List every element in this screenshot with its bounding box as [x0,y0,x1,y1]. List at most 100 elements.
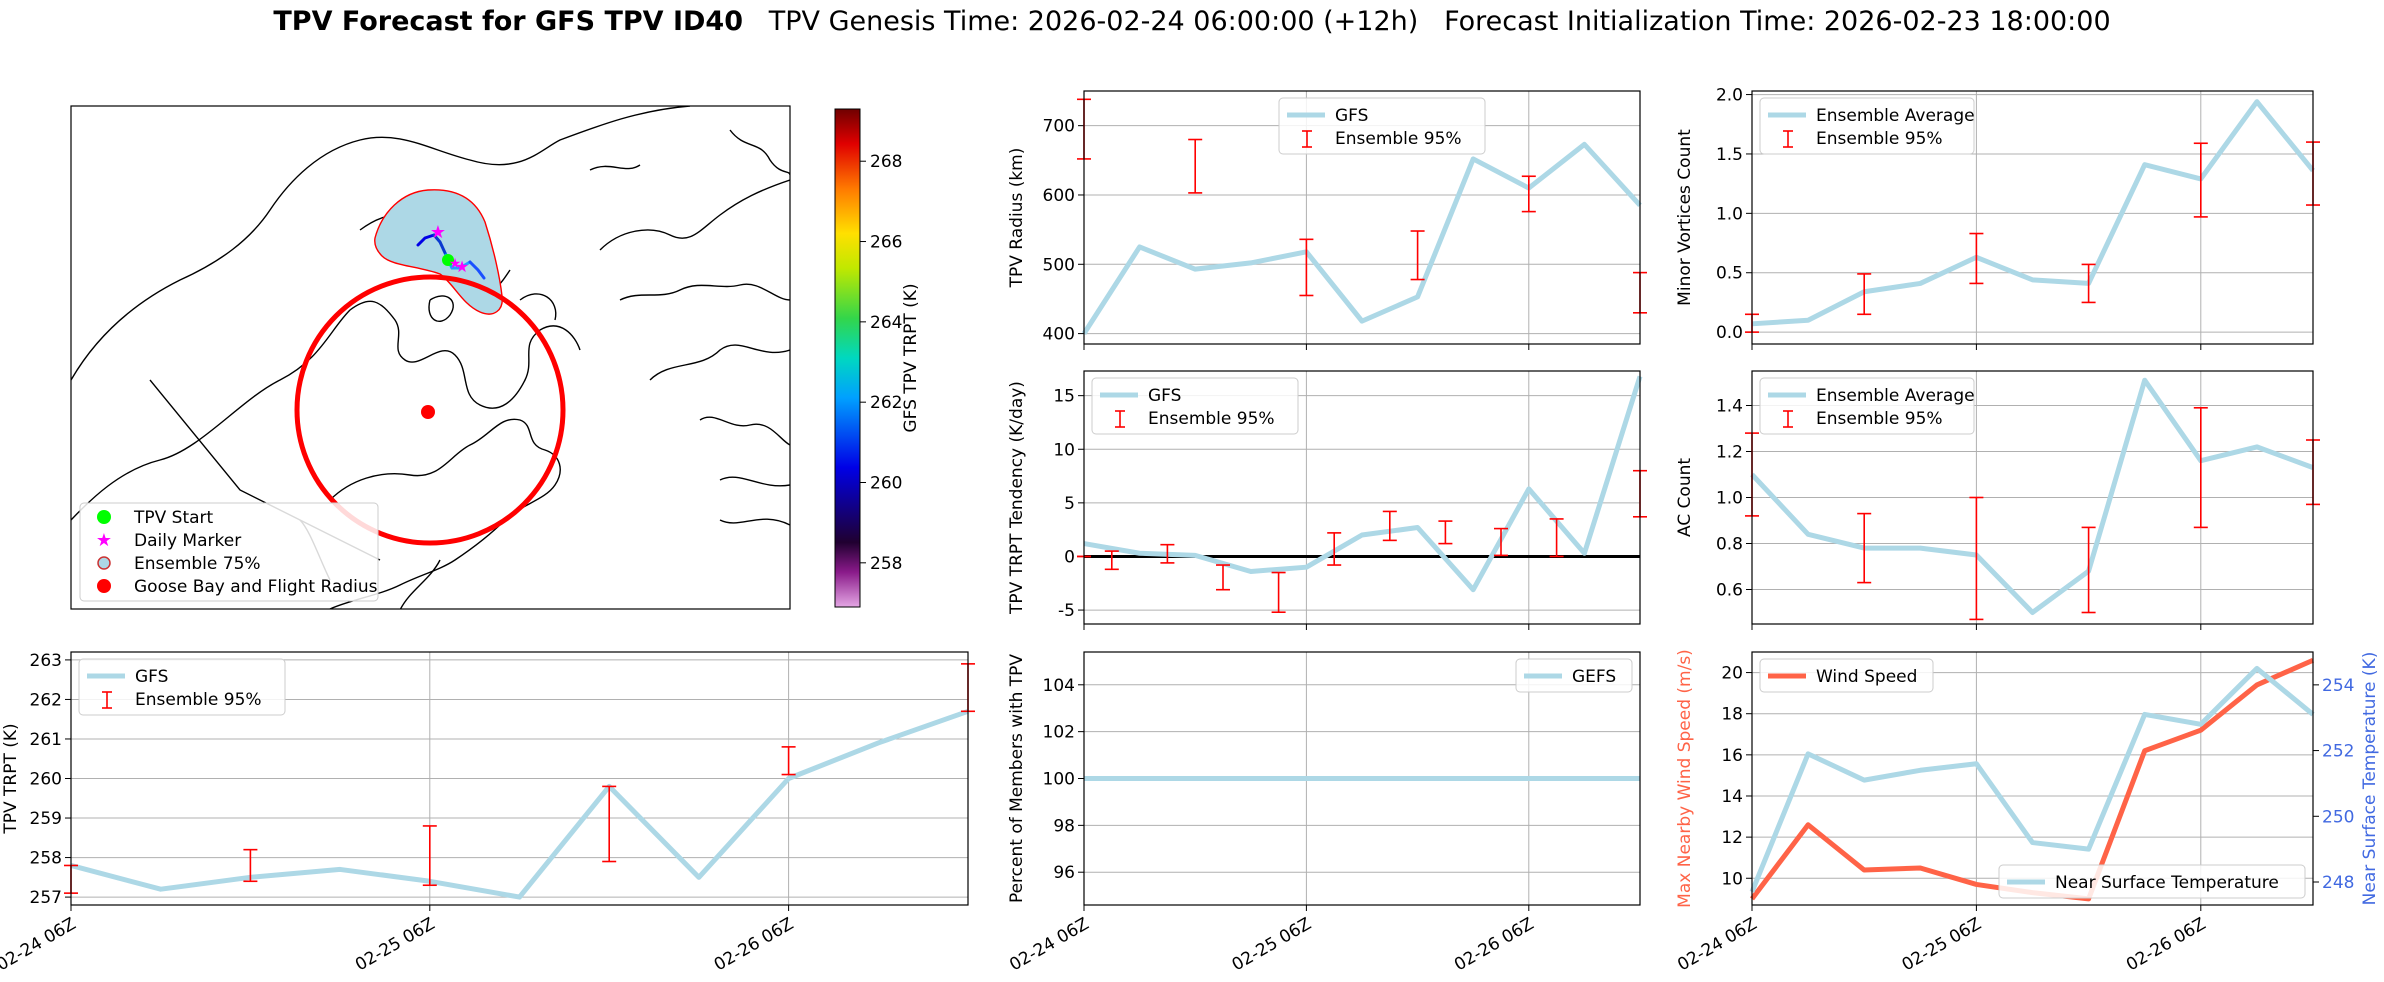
y-tick-label: 0 [1064,547,1075,567]
panel-wind: 10 12 14 16 18 20 02-24 06Z 02-25 06Z 02-26 06Z M… [1674,649,2380,975]
tpv-start-marker [442,254,454,266]
error-bar [1382,510,1397,542]
error-bar [1969,496,1984,621]
legend-label: GFS [135,667,168,687]
legend-box [1515,658,1633,693]
legend-goose-bay-icon [97,579,111,593]
legend-label: Ensemble 95% [1335,129,1462,149]
error-bar [2081,263,2096,304]
y-tick-label: 263 [30,651,62,671]
plot-frame [1751,651,2314,906]
error-bar [781,746,796,776]
y-tick-label: 18 [1721,705,1743,725]
y2-axis-label: Near Surface Temperature (K) [2360,652,2380,906]
colorbar-ticks: 258 260 262 264 266 268 [860,152,902,574]
y-axis-label: AC Count [1675,458,1695,537]
legend: GEFS [1515,658,1633,693]
y-tick-label: 15 [1053,387,1075,407]
legend-label: Wind Speed [1816,667,1917,687]
y-tick-label: 1.2 [1716,443,1743,463]
y-tick-label: 10 [1721,869,1743,889]
error-bar [1857,512,1872,584]
y-tick-label: 400 [1043,325,1075,345]
legend-label: Ensemble Average [1816,106,1975,126]
y-axis-label: TPV TRPT (K) [1,723,21,834]
y2-tick-label: 250 [2322,807,2354,827]
colorbar-tick-label: 268 [870,152,902,172]
error-bar [1327,532,1342,566]
y-axis-label: TPV Radius (km) [1007,148,1027,289]
legend-label: Ensemble Average [1816,386,1975,406]
x-tick-label: 02-24 06Z [0,914,80,975]
plot-frame [70,651,969,906]
legend-goose-bay: Goose Bay and Flight Radius [134,577,378,597]
daily-marker-3: ★ [449,256,462,272]
map-legend-box [79,502,379,602]
legend-ensemble-75: Ensemble 75% [134,554,261,574]
legend-box [1759,97,1975,155]
flight-radius-circle [294,274,566,546]
colorbar: 258 260 262 264 266 268 GFS TPV TRPT (K) [834,108,921,608]
error-bar [422,825,437,887]
y-tick-label: 16 [1721,746,1743,766]
legend-label: Near Surface Temperature [2055,873,2279,893]
legend-box [1998,864,2306,899]
legend: Near Surface Temperature [1998,864,2306,899]
error-bar [1969,232,1984,285]
plot-frame [1751,370,2314,625]
legend-daily-marker-icon: ★ [96,530,112,551]
series-line-ensemble-average [1751,99,2315,327]
panel-members: 96 98 100 102 104 02-24 06Z 02-25 06Z 02-26 06Z… [1006,651,1641,975]
legend-errorbar-icon [1302,130,1312,148]
y-tick-label: 261 [30,730,62,750]
legend-errorbar-icon [1115,410,1125,428]
series-line-ensemble-average [1750,377,2314,615]
error-bar [1299,238,1314,297]
y-tick-label: 12 [1721,828,1743,848]
legend-box [78,658,286,716]
legend-label: GFS [1335,106,1368,126]
y-tick-label: 0.5 [1716,264,1743,284]
legend-label: Ensemble 95% [1816,409,1943,429]
error-bar [2193,142,2208,218]
y-tick-label: 1.4 [1716,397,1743,417]
legend-label: Ensemble 95% [1148,409,1275,429]
x-tick-label: 02-26 06Z [1451,914,1537,975]
error-bar [1549,518,1564,558]
y-tick-label: 260 [30,770,62,790]
coastlines [71,106,790,609]
legend-tpv-start-icon [97,510,111,524]
legend: GFS Ensemble 95% [1091,377,1299,435]
y-axis-label: Minor Vortices Count [1675,129,1695,306]
y-tick-label: 257 [30,888,62,908]
legend-label: Ensemble 95% [1816,129,1943,149]
x-tick-label: 02-24 06Z [1674,914,1760,975]
legend: Ensemble Average Ensemble 95% [1759,97,1975,155]
legend-errorbar-icon [1783,130,1793,148]
panel-radius: 400 500 600 700 TPV Radius (km) GFS Ensemble 9… [1007,90,1647,350]
y-tick-label: 262 [30,690,62,710]
plot-frame [1083,90,1641,345]
error-bar [1521,175,1536,213]
legend-box [1278,97,1486,155]
plot-frame [1083,651,1641,906]
panel-minor: 0.0 0.5 1.0 1.5 2.0 Minor Vortices Count Ensem… [1675,86,2320,350]
figure-title-bold: TPV Forecast for GFS TPV ID40 [273,6,743,37]
y-tick-label: 20 [1721,664,1743,684]
y-tick-label: 600 [1043,186,1075,206]
series-line-gfs [1081,141,1642,335]
error-bar [1271,571,1286,614]
series-line-near-surface-temperature [1749,665,2315,893]
legend-daily-marker: Daily Marker [134,531,241,551]
colorbar-tick-label: 262 [870,393,902,413]
colorbar-tick-label: 266 [870,233,902,253]
colorbar-ramp [834,108,861,608]
y-tick-label: 1.5 [1716,145,1743,165]
y-tick-label: 259 [30,809,62,829]
legend: Wind Speed [1759,658,1934,693]
legend: GFS Ensemble 95% [1278,97,1486,155]
panel-trpt: 257 258 259 260 261 262 263 02-24 06Z 02-25 06Z 0… [0,651,975,975]
legend: GFS Ensemble 95% [78,658,286,716]
legend: Ensemble Average Ensemble 95% [1759,377,1975,435]
